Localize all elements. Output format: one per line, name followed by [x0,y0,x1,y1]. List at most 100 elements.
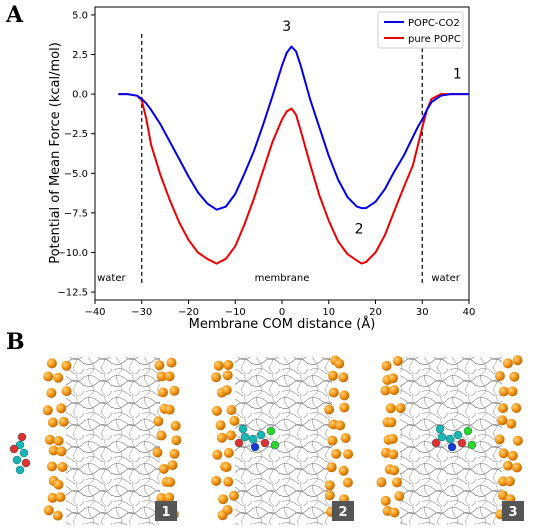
headgroup-atom [223,447,234,458]
headgroup-atom [164,371,175,382]
headgroup-atom [395,403,406,414]
molecule-atom [447,442,457,452]
molecule-atom [234,438,244,448]
x-tick-label: −10 [225,307,246,318]
headgroup-atom [164,404,175,415]
snapshot-panel-2: 2 [207,355,362,525]
y-tick-label: −10.0 [57,248,88,259]
x-axis-ticks: −40 −30 −20 −10 0 10 20 30 40 [84,300,475,318]
headgroup-atom [58,416,69,427]
x-axis-label: Membrane COM distance (Å) [189,316,376,332]
point-label: 1 [453,66,462,82]
y-tick-label: −7.5 [64,208,88,219]
headgroup-atom [56,446,67,457]
headgroup-atom [498,448,509,459]
y-axis-label: Potential of Mean Force (kcal/mol) [48,42,63,264]
headgroup-atom [169,448,180,459]
y-tick-label: −5.0 [64,169,88,180]
plot-frame [94,6,470,301]
headgroup-atom [331,448,342,459]
molecule-atom [19,448,29,458]
headgroup-atom [222,370,233,381]
region-labels: water membrane water [97,273,461,284]
headgroup-atom [512,462,522,473]
headgroup-atom [211,475,222,486]
snapshot-panel-3: 3 [372,355,532,525]
headgroup-atom [152,447,163,458]
headgroup-atom [380,385,391,396]
headgroup-atom [497,415,508,426]
headgroup-atom [47,461,57,472]
snapshot-badge-label: 3 [508,505,517,520]
molecule-atom [463,426,473,436]
headgroup-atom [497,490,508,501]
series-line-pure-popc [118,93,469,265]
molecule-atom [256,430,266,440]
headgroup-atom [56,403,67,414]
headgroup-atom [324,404,335,415]
headgroup-atom [339,390,350,401]
boundary-lines [141,33,423,285]
series-lines [118,45,469,265]
molecule-atom [250,442,260,452]
headgroup-atom [57,462,68,472]
molecule-atom [445,434,455,444]
headgroup-atom [222,505,233,515]
headgroup-atom [326,462,337,473]
headgroup-atom [156,493,167,503]
y-tick-label: −2.5 [64,129,88,140]
headgroup-atom [225,430,236,441]
headgroup-atom [494,434,505,445]
headgroup-atom [498,403,508,414]
y-tick-label: 2.5 [72,50,88,61]
headgroup-atom [324,480,335,491]
headgroup-atom [44,434,55,445]
y-tick-label: −12.5 [57,288,88,299]
headgroup-atom [380,495,391,506]
snapshot-badge-label: 2 [338,505,347,520]
panel-a-letter: A [5,2,24,28]
headgroup-atom [343,449,354,460]
molecule-atom [15,465,25,475]
molecule-atom [15,440,25,450]
molecule [431,424,477,452]
x-tick-label: −30 [131,307,152,318]
pmf-chart: −40 −30 −20 −10 0 10 20 30 40 −12.5 −10.0 −7.5 −5.0… [48,6,475,332]
snapshot-badge [502,501,524,521]
headgroup-atom [171,435,182,446]
headgroup-atom [503,460,513,471]
headgroup-atom [504,476,515,487]
molecule-atom [238,424,248,434]
region-label: water [97,273,126,284]
molecule-atom [453,430,463,440]
legend-label-pure-popc: pure POPC [408,34,461,45]
legend: POPC-CO2 pure POPC [377,11,464,49]
headgroup-atom [167,460,178,471]
headgroup-atom [386,417,397,428]
point-label: 2 [355,221,364,237]
headgroup-atom [43,505,54,516]
x-tick-label: 30 [416,307,429,318]
molecule [234,424,280,452]
headgroup-atom [381,360,392,371]
molecule-atom [266,426,276,436]
molecule-atom [21,458,31,468]
snapshot-panels: 1 2 3 [6,355,532,525]
headgroup-atom [342,477,353,488]
point-label: 3 [282,19,291,35]
headgroup-atom [507,386,518,397]
headgroup-atom [215,420,226,431]
headgroup-atom [229,415,240,426]
headgroup-atom [53,372,64,383]
lipid-tails [66,357,160,525]
headgroup-atom [153,416,164,427]
headgroup-atom [46,388,57,398]
x-tick-label: 0 [279,307,285,318]
y-tick-label: 5.0 [72,10,88,21]
headgroup-atom [392,356,403,366]
headgroup-atom [218,494,229,505]
snapshot-badge [332,501,354,521]
y-axis-ticks: −12.5 −10.0 −7.5 −5.0 −2.5 0.0 2.5 5.0 [57,10,95,299]
x-tick-label: −40 [84,307,105,318]
